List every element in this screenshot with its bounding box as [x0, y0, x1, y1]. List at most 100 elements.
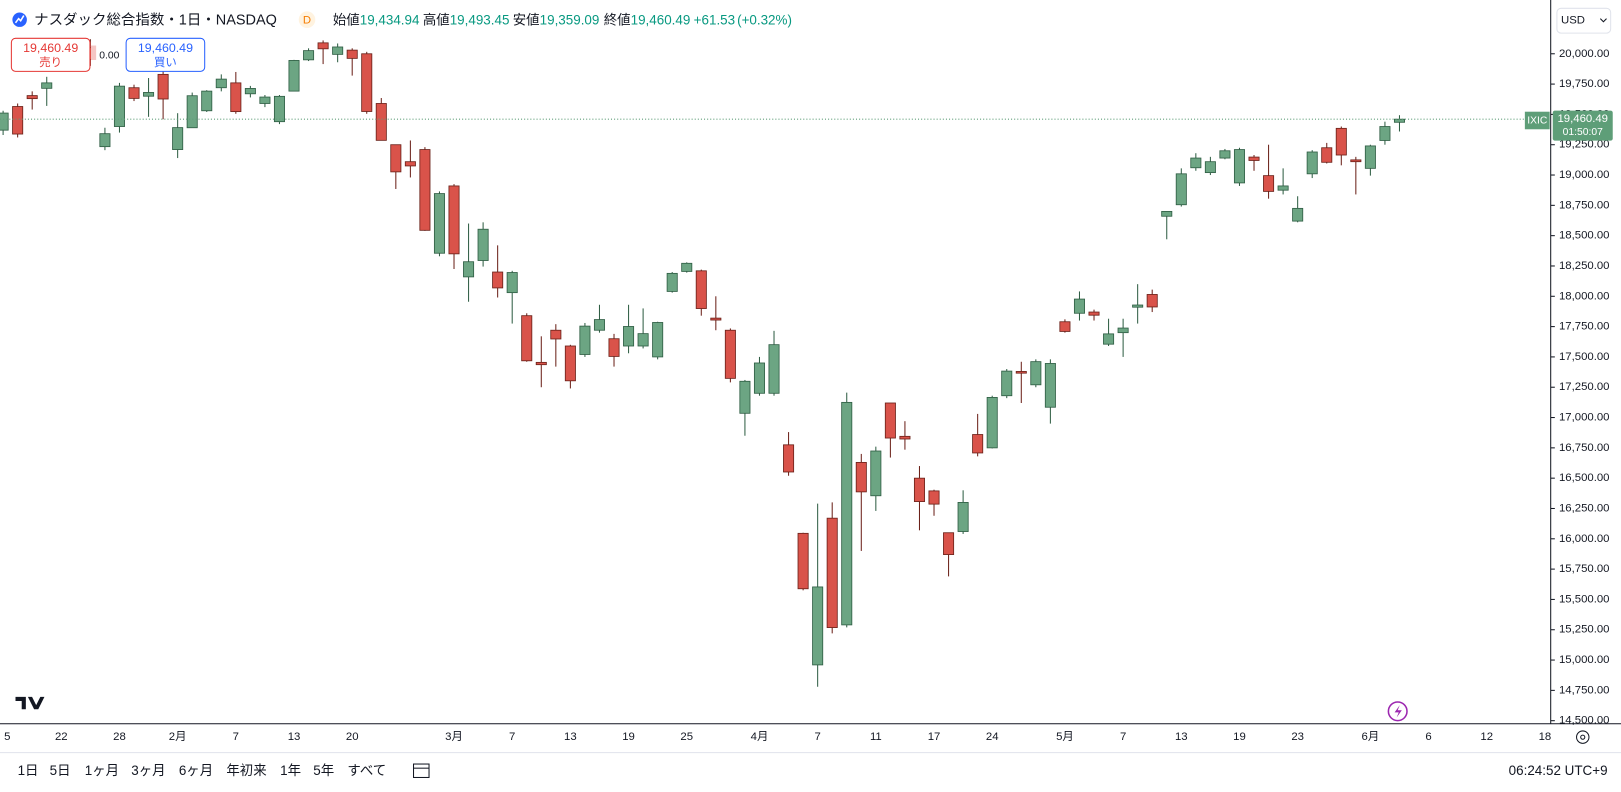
- candle-body: [390, 144, 402, 173]
- symbol-tag: IXIC: [1527, 116, 1548, 127]
- y-tick-label: 18,250.00: [1559, 260, 1610, 272]
- candle-body: [1204, 161, 1216, 174]
- candle-body: [1248, 156, 1260, 161]
- currency-button[interactable]: [1556, 7, 1612, 34]
- candle-body: [986, 396, 998, 449]
- candle-body: [317, 42, 329, 50]
- candle-body: [783, 444, 795, 473]
- interval-badge: D: [303, 15, 311, 27]
- candle-body: [1001, 370, 1013, 397]
- candle-body: [1146, 294, 1158, 308]
- range-button[interactable]: 6ヶ月: [179, 763, 213, 778]
- range-button[interactable]: すべて: [347, 763, 386, 778]
- ohlc-label: 高値: [423, 11, 450, 27]
- candle-body: [681, 262, 693, 272]
- candle-body: [797, 532, 809, 590]
- tv-logo: [15, 696, 45, 710]
- ohlc-value: 19,359.09: [540, 12, 600, 27]
- change-pct: (+0.32%): [737, 12, 792, 27]
- y-tick-label: 17,250.00: [1559, 381, 1610, 393]
- range-button[interactable]: 年初来: [226, 763, 266, 778]
- sell-button[interactable]: [10, 37, 91, 72]
- x-tick-label: 5: [4, 731, 10, 743]
- candle-body: [375, 103, 387, 141]
- candle-body: [506, 272, 518, 294]
- candle-body: [1073, 298, 1085, 314]
- range-button[interactable]: 5日: [50, 763, 71, 778]
- x-tick-label: 7: [814, 731, 820, 743]
- candle-body: [768, 344, 780, 394]
- buy-button[interactable]: [125, 37, 206, 72]
- candle-body: [1015, 371, 1027, 374]
- chart-title[interactable]: ナスダック総合指数・1日・NASDAQ: [34, 12, 277, 29]
- x-tick-label: 23: [1291, 731, 1304, 743]
- range-button[interactable]: 1日: [18, 763, 39, 778]
- y-tick-label: 17,000.00: [1559, 412, 1610, 424]
- candle-body: [215, 78, 227, 89]
- candle-body: [1292, 207, 1304, 222]
- x-tick-label: 28: [113, 731, 126, 743]
- x-tick-label: 22: [55, 731, 68, 743]
- currency-caret: [1599, 18, 1607, 23]
- candle-body: [1379, 126, 1391, 141]
- y-tick-label: 18,000.00: [1559, 290, 1610, 302]
- candle-body: [870, 450, 882, 497]
- candle-body: [41, 82, 53, 89]
- calendar-icon[interactable]: [413, 763, 430, 778]
- event-icon-bolt: [1394, 705, 1402, 718]
- candle-body: [1364, 145, 1376, 169]
- candle-body: [1103, 333, 1115, 345]
- candle-body: [259, 96, 271, 104]
- y-axis: 14,500.00 14,750.00 15,000.00 15,250.00 15,5…: [1550, 48, 1610, 727]
- x-tick-label: 20: [346, 731, 359, 743]
- candle-body: [128, 87, 140, 99]
- candle-body: [463, 261, 475, 278]
- candle-body: [739, 380, 751, 414]
- candle-body: [855, 461, 867, 493]
- badge-bg: [298, 11, 316, 28]
- symbol-tag-bg: [1524, 111, 1550, 130]
- x-tick-label: 13: [1175, 731, 1188, 743]
- candle-body: [492, 271, 504, 289]
- y-tick-label: 19,250.00: [1559, 139, 1610, 151]
- x-tick-label: 24: [986, 731, 999, 743]
- range-button[interactable]: 5年: [313, 763, 334, 778]
- range-button[interactable]: 1ヶ月: [85, 763, 119, 778]
- y-tick-label: 16,750.00: [1559, 442, 1610, 454]
- candle-body: [1161, 210, 1173, 217]
- candle-body: [1175, 173, 1187, 206]
- candle-body: [884, 402, 896, 439]
- x-tick-label: 13: [564, 731, 577, 743]
- candle-body: [186, 95, 198, 129]
- candle-body: [1044, 363, 1056, 408]
- candle-body: [99, 133, 111, 148]
- candle-body: [12, 106, 24, 135]
- candle-body: [957, 502, 969, 532]
- x-tick-label: 7: [509, 731, 515, 743]
- candle-body: [143, 92, 155, 97]
- y-tick-label: 17,750.00: [1559, 321, 1610, 333]
- candle-body: [564, 345, 576, 382]
- candle-body: [943, 532, 955, 555]
- price-tag-bg: [1552, 110, 1613, 141]
- candle-body: [579, 325, 591, 355]
- range-button[interactable]: 3ヶ月: [131, 763, 165, 778]
- candle-body: [899, 435, 911, 440]
- candle-body: [652, 322, 664, 358]
- settings-icon[interactable]: [1576, 730, 1590, 744]
- range-button[interactable]: 1年: [280, 763, 301, 778]
- candle-body: [1350, 159, 1362, 163]
- currency: USD: [1561, 15, 1585, 27]
- x-tick-label: 13: [288, 731, 301, 743]
- y-tick-label: 17,500.00: [1559, 351, 1610, 363]
- candle-body: [972, 434, 984, 454]
- buy-label: 買い: [154, 56, 177, 69]
- x-tick-label: 18: [1539, 731, 1552, 743]
- candle-body: [477, 228, 489, 261]
- y-tick-label: 14,750.00: [1559, 684, 1610, 696]
- y-tick-label: 19,000.00: [1559, 169, 1610, 181]
- candle-body: [753, 362, 765, 394]
- candle-body: [608, 338, 620, 357]
- candle-body: [157, 73, 169, 100]
